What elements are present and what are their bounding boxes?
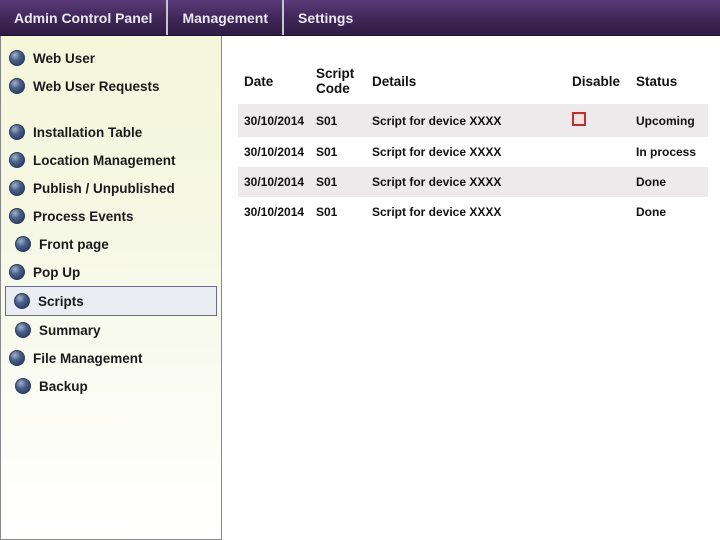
- cell-details: Script for device XXXX: [366, 167, 566, 197]
- cell-status: In process: [630, 137, 708, 167]
- cell-disable: [566, 137, 630, 167]
- sidebar-item-summary[interactable]: Summary: [1, 316, 221, 344]
- sidebar: Web User Web User Requests Installation Ta…: [0, 36, 222, 540]
- cell-status: Done: [630, 167, 708, 197]
- cell-date: 30/10/2014: [238, 197, 310, 227]
- topbar-item-management[interactable]: Management: [168, 0, 284, 35]
- bullet-icon: [9, 78, 25, 94]
- cell-code: S01: [310, 197, 366, 227]
- sidebar-item-label: Location Management: [33, 153, 176, 168]
- sidebar-item-label: Process Events: [33, 209, 134, 224]
- sidebar-item-label: Summary: [39, 323, 101, 338]
- topbar: Admin Control Panel Management Settings: [0, 0, 720, 36]
- sidebar-item-label: Web User: [33, 51, 95, 66]
- bullet-icon: [9, 180, 25, 196]
- sidebar-item-scripts[interactable]: Scripts: [5, 286, 217, 316]
- bullet-icon: [9, 350, 25, 366]
- sidebar-item-installation-table[interactable]: Installation Table: [1, 118, 221, 146]
- table-row: 30/10/2014S01Script for device XXXX In pr…: [238, 137, 708, 167]
- bullet-icon: [15, 378, 31, 394]
- scripts-table: Date Script Code Details Disable Status …: [238, 58, 708, 227]
- cell-code: S01: [310, 137, 366, 167]
- cell-date: 30/10/2014: [238, 167, 310, 197]
- bullet-icon: [15, 322, 31, 338]
- sidebar-item-publish-unpublished[interactable]: Publish / Unpublished: [1, 174, 221, 202]
- bullet-icon: [9, 152, 25, 168]
- table-row: 30/10/2014S01Script for device XXXX Upcom…: [238, 104, 708, 137]
- cell-code: S01: [310, 167, 366, 197]
- topbar-item-admin[interactable]: Admin Control Panel: [0, 0, 168, 35]
- disable-checkbox[interactable]: [572, 112, 586, 126]
- table-row: 30/10/2014S01Script for device XXXX Done: [238, 167, 708, 197]
- cell-status: Upcoming: [630, 104, 708, 137]
- col-date: Date: [238, 58, 310, 104]
- sidebar-item-location-management[interactable]: Location Management: [1, 146, 221, 174]
- sidebar-item-pop-up[interactable]: Pop Up: [1, 258, 221, 286]
- cell-details: Script for device XXXX: [366, 104, 566, 137]
- col-details: Details: [366, 58, 566, 104]
- cell-disable: [566, 167, 630, 197]
- sidebar-item-label: Installation Table: [33, 125, 142, 140]
- cell-disable: [566, 104, 630, 137]
- sidebar-item-backup[interactable]: Backup: [1, 372, 221, 400]
- sidebar-item-label: Pop Up: [33, 265, 80, 280]
- cell-details: Script for device XXXX: [366, 197, 566, 227]
- sidebar-item-label: Web User Requests: [33, 79, 160, 94]
- col-disable: Disable: [566, 58, 630, 104]
- sidebar-item-label: Publish / Unpublished: [33, 181, 175, 196]
- col-code: Script Code: [310, 58, 366, 104]
- content-area: Date Script Code Details Disable Status …: [222, 36, 720, 540]
- topbar-item-settings[interactable]: Settings: [284, 0, 367, 35]
- sidebar-item-process-events[interactable]: Process Events: [1, 202, 221, 230]
- cell-disable: [566, 197, 630, 227]
- bullet-icon: [9, 124, 25, 140]
- bullet-icon: [9, 264, 25, 280]
- cell-code: S01: [310, 104, 366, 137]
- cell-date: 30/10/2014: [238, 137, 310, 167]
- bullet-icon: [14, 293, 30, 309]
- sidebar-item-front-page[interactable]: Front page: [1, 230, 221, 258]
- sidebar-item-file-management[interactable]: File Management: [1, 344, 221, 372]
- cell-date: 30/10/2014: [238, 104, 310, 137]
- sidebar-item-web-user[interactable]: Web User: [1, 44, 221, 72]
- cell-status: Done: [630, 197, 708, 227]
- col-status: Status: [630, 58, 708, 104]
- table-row: 30/10/2014S01Script for device XXXX Done: [238, 197, 708, 227]
- cell-details: Script for device XXXX: [366, 137, 566, 167]
- bullet-icon: [15, 236, 31, 252]
- bullet-icon: [9, 50, 25, 66]
- sidebar-item-label: File Management: [33, 351, 143, 366]
- bullet-icon: [9, 208, 25, 224]
- sidebar-item-label: Backup: [39, 379, 88, 394]
- sidebar-item-web-user-requests[interactable]: Web User Requests: [1, 72, 221, 100]
- sidebar-item-label: Front page: [39, 237, 109, 252]
- sidebar-item-label: Scripts: [38, 294, 84, 309]
